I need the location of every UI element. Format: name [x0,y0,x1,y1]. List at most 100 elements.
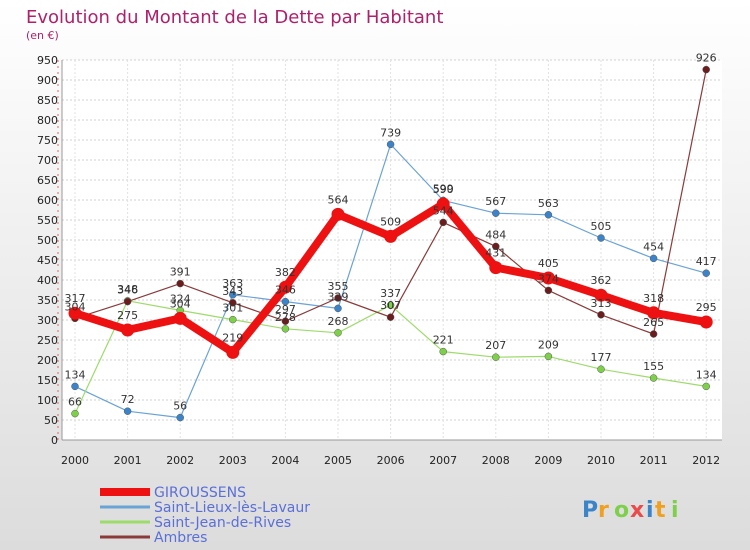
data-label: 297 [275,303,296,316]
series-point [334,329,342,337]
series-point [226,345,240,359]
series-point [123,297,132,306]
logo-letter: t [655,498,666,523]
data-label: 301 [222,302,243,315]
x-tick-label: 2000 [61,454,89,467]
y-tick-label: 700 [37,154,58,167]
series-point [386,313,395,321]
series-point [649,254,658,263]
data-label: 56 [173,400,187,413]
data-label: 454 [643,240,664,253]
y-tick-label: 950 [37,54,58,67]
data-label: 374 [538,272,559,285]
series-point [436,197,450,211]
logo-letter: P [582,498,598,523]
data-label: 324 [170,292,191,305]
series-point [123,407,132,415]
data-label: 362 [591,274,612,287]
legend: GIROUSSENSSaint-Lieux-lès-LavaurSaint-Je… [100,485,310,546]
data-label: 544 [433,204,454,217]
data-label: 278 [275,311,296,324]
x-tick-label: 2008 [482,454,510,467]
series-point [278,280,292,294]
series-point [121,323,135,337]
series-group [68,65,713,422]
series-point [281,325,290,333]
logo-letter: r [598,498,609,523]
data-label: 72 [121,393,135,406]
data-label: 382 [275,266,296,279]
series-point [176,279,184,288]
data-label: 134 [696,368,717,381]
series-point [492,242,500,251]
x-tick-label: 2005 [324,454,352,467]
series-point [281,317,290,325]
data-label: 417 [696,255,717,268]
series-point [649,374,658,382]
logo-letter: i [671,498,679,523]
y-tick-label: 200 [37,354,58,367]
data-label: 563 [538,197,559,210]
series-point [229,299,237,307]
series-point [386,140,395,149]
series-point [541,271,555,285]
series-point [649,330,658,338]
series-point [699,315,713,329]
data-label: 431 [485,247,506,260]
x-tick-label: 2001 [114,454,142,467]
data-label: 348 [117,283,138,296]
data-label: 207 [485,339,506,352]
data-label: 405 [538,257,559,270]
x-tick-label: 2002 [166,454,194,467]
x-axis-ticks: 2000 2001 2002 2003 2004 2005 2006 2007 2008 2009… [61,454,720,467]
y-tick-label: 100 [37,394,58,407]
series-point [702,269,710,277]
series-point [68,306,82,320]
data-label: 295 [696,301,717,314]
y-tick-label: 550 [37,214,58,227]
series-point [544,211,553,219]
series-point [594,288,608,302]
series-point [281,297,290,306]
series-point [492,353,500,361]
y-axis-ticks: 0 50 100 150 200 250 300 350 400 450 500 550 600 650 7… [37,54,58,447]
series-point [597,311,605,319]
data-label: 304 [65,300,86,313]
logo-letter: i [646,498,654,523]
legend-label: GIROUSSENS [154,485,246,501]
x-tick-label: 2009 [534,454,562,467]
series-point [544,352,553,361]
y-tick-label: 800 [37,114,58,127]
y-tick-label: 500 [37,234,58,247]
series-point [173,311,187,325]
plot-area [62,60,722,440]
series-point [492,209,500,217]
data-label: 567 [485,195,506,208]
series-point [331,207,345,221]
data-label: 265 [643,316,664,329]
data-label: 346 [275,284,296,297]
data-label: 177 [591,351,612,364]
y-tick-label: 350 [37,294,58,307]
series-point [334,304,342,313]
data-label: 307 [380,299,401,312]
series-point [439,218,447,227]
legend-label: Saint-Lieux-lès-Lavaur [154,500,310,516]
logo-letter: x [630,498,644,523]
data-labels: 134 72 56 363 346 329 739 599 567 563 505 454 417 66 3… [65,52,717,413]
y-tick-label: 150 [37,374,58,387]
data-label: 343 [222,285,243,298]
data-label: 599 [433,182,454,195]
data-label: 355 [328,280,349,293]
x-tick-label: 2006 [377,454,405,467]
chart-subtitle: (en €) [26,29,59,42]
data-label: 209 [538,338,559,351]
y-tick-label: 0 [51,434,58,447]
data-label: 505 [591,220,612,233]
data-label: 739 [380,126,401,139]
series-point [229,315,237,324]
y-tick-label: 850 [37,94,58,107]
